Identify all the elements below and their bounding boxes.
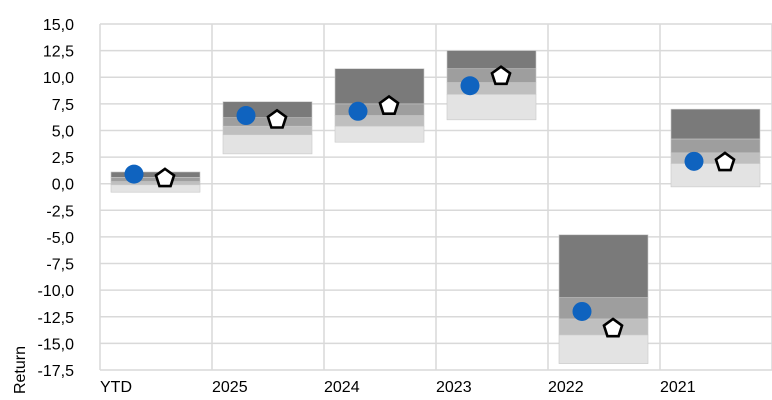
pentagon-marker bbox=[490, 65, 512, 86]
quartile-band bbox=[222, 125, 313, 136]
circle-marker bbox=[460, 76, 480, 96]
pentagon-marker bbox=[154, 167, 176, 188]
quartile-band bbox=[446, 50, 537, 70]
quartile-band bbox=[334, 125, 425, 143]
y-tick-label: 5,0 bbox=[52, 123, 74, 140]
x-tick-label: 2025 bbox=[212, 379, 248, 395]
pentagon-marker bbox=[378, 94, 400, 115]
circle-marker bbox=[572, 301, 592, 321]
y-tick-label: -5,0 bbox=[46, 230, 74, 247]
quartile-band bbox=[670, 138, 761, 154]
quartile-band bbox=[558, 234, 649, 298]
quartile-band bbox=[670, 108, 761, 140]
quartile-band bbox=[446, 93, 537, 121]
y-tick-label: 12,5 bbox=[43, 44, 74, 61]
x-tick-label: 2023 bbox=[436, 379, 472, 395]
quartile-band bbox=[222, 134, 313, 155]
circle-marker bbox=[236, 106, 256, 126]
quartile-band bbox=[558, 334, 649, 364]
pentagon-marker bbox=[266, 108, 288, 129]
quartile-band bbox=[558, 297, 649, 320]
quartile-band bbox=[334, 115, 425, 127]
circle-marker bbox=[124, 164, 144, 184]
y-tick-label: 2,5 bbox=[52, 150, 74, 167]
y-tick-label: 0,0 bbox=[52, 177, 74, 194]
grid-layer bbox=[99, 23, 772, 371]
y-tick-label: -7,5 bbox=[46, 257, 74, 274]
x-tick-labels: YTD 2025 2024 2023 2022 2021 bbox=[100, 379, 696, 396]
quartile-band bbox=[670, 163, 761, 188]
y-tick-label: 10,0 bbox=[43, 70, 74, 87]
y-tick-label: -12,5 bbox=[38, 310, 75, 327]
quartile-band bbox=[222, 101, 313, 118]
quartile-band bbox=[334, 68, 425, 105]
y-tick-label: -10,0 bbox=[38, 283, 75, 300]
band-layer bbox=[110, 50, 761, 364]
x-tick-label: 2022 bbox=[548, 379, 584, 395]
quartile-band bbox=[110, 184, 201, 193]
y-tick-label: -15,0 bbox=[38, 336, 75, 353]
y-tick-label: -17,5 bbox=[38, 363, 75, 380]
x-tick-label: 2024 bbox=[324, 379, 360, 395]
y-tick-labels: -17,5 -15,0 -12,5 -10,0 -7,5 -5,0 -2,5 0,0 2,5 5,… bbox=[38, 17, 75, 380]
circle-marker bbox=[348, 101, 368, 121]
circle-marker bbox=[684, 151, 704, 171]
y-tick-label: -2,5 bbox=[46, 203, 74, 220]
y-tick-label: 15,0 bbox=[43, 17, 74, 34]
pentagon-marker bbox=[714, 151, 736, 172]
quartile-band bbox=[446, 82, 537, 95]
quartile-band bbox=[110, 181, 201, 186]
y-axis-title: Return bbox=[12, 346, 29, 394]
y-tick-label: 7,5 bbox=[52, 97, 74, 114]
x-tick-label: 2021 bbox=[660, 379, 696, 395]
x-tick-label: YTD bbox=[100, 379, 132, 395]
marker-layer bbox=[124, 65, 736, 338]
pentagon-marker bbox=[602, 317, 624, 338]
